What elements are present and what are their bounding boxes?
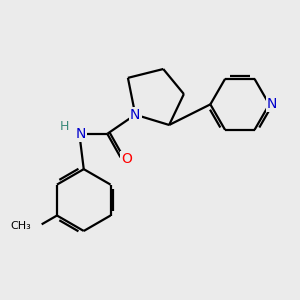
Text: H: H bbox=[60, 120, 69, 133]
Text: N: N bbox=[267, 98, 278, 111]
Text: N: N bbox=[76, 127, 86, 141]
Text: CH₃: CH₃ bbox=[11, 221, 32, 231]
Text: O: O bbox=[121, 152, 132, 166]
Text: N: N bbox=[130, 108, 140, 122]
